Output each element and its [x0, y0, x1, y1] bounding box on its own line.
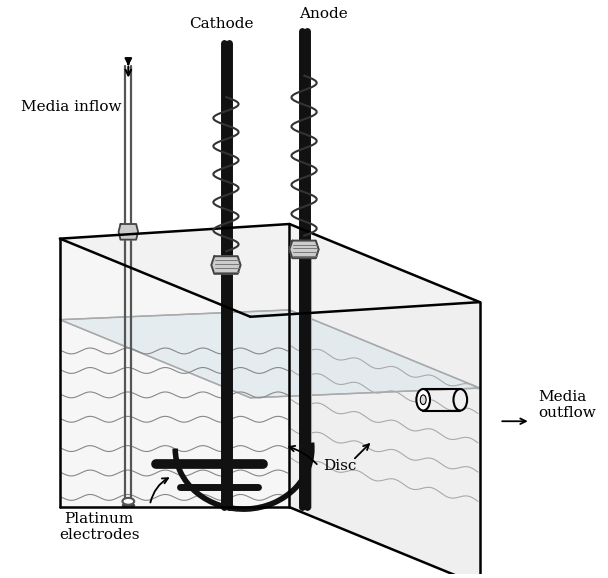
Polygon shape [289, 224, 480, 578]
Polygon shape [212, 256, 241, 274]
Ellipse shape [122, 498, 134, 505]
Text: Media inflow: Media inflow [21, 100, 122, 114]
Polygon shape [60, 310, 480, 398]
Text: Platinum
electrodes: Platinum electrodes [59, 512, 139, 542]
Ellipse shape [454, 389, 467, 410]
Text: Disc: Disc [323, 459, 357, 473]
Ellipse shape [416, 389, 430, 410]
Text: Anode: Anode [299, 7, 348, 21]
Text: Cathode: Cathode [189, 17, 254, 31]
Polygon shape [289, 240, 319, 258]
Text: Media
outflow: Media outflow [539, 390, 596, 420]
Polygon shape [60, 224, 480, 317]
Polygon shape [60, 224, 289, 507]
Polygon shape [119, 224, 138, 240]
Ellipse shape [420, 395, 426, 405]
